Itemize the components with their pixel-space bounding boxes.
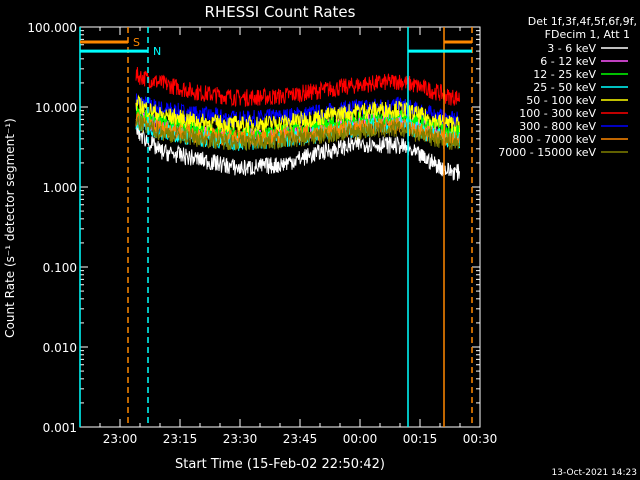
legend-entry-label-7: 800 - 7000 keV [512,133,596,146]
y-tick-label: 0.001 [43,421,77,435]
x-tick-label: 23:15 [163,432,198,446]
y-tick-label: 0.010 [43,341,77,355]
x-axis-label: Start Time (15-Feb-02 22:50:42) [175,457,385,472]
plot-area: 0.001 0.010 0.100 1.000 10.000 100.000 23:00 23… [27,21,497,446]
timestamp: 13-Oct-2021 14:23 [552,468,637,478]
legend-header-line-1: Det 1f,3f,4f,5f,6f,9f, [528,15,637,28]
series-line-7 [135,111,460,149]
series-line-0 [135,124,460,181]
y-axis-label: Count Rate (s⁻¹ detector segment⁻¹) [3,118,17,338]
y-tick-label: 0.100 [43,261,77,275]
x-tick-label: 00:15 [403,432,438,446]
legend-entry-label-2: 12 - 25 keV [533,68,596,81]
y-tick-label: 10.000 [35,101,77,115]
x-tick-label: 00:00 [343,432,378,446]
x-tick-label: 23:30 [223,432,258,446]
chart-title: RHESSI Count Rates [205,3,356,21]
legend-entry-label-0: 3 - 6 keV [547,42,596,55]
legend-entry-label-1: 6 - 12 keV [540,55,596,68]
y-tick-label: 1.000 [43,181,77,195]
legend-header-line-2: FDecim 1, Att 1 [545,28,630,41]
series-line-5 [135,66,460,108]
y-tick-label: 100.000 [27,21,77,35]
state-bar-label-1: N [153,45,161,58]
legend: Det 1f,3f,4f,5f,6f,9f, FDecim 1, Att 1 3… [498,15,637,159]
legend-entry-label-4: 50 - 100 keV [526,94,596,107]
legend-entry-label-5: 100 - 300 keV [519,107,596,120]
legend-entry-label-6: 300 - 800 keV [519,120,596,133]
x-tick-label: 23:00 [103,432,138,446]
series-line-8 [135,115,460,151]
x-tick-label: 00:30 [463,432,498,446]
legend-entry-label-8: 7000 - 15000 keV [498,146,596,159]
state-bar-label-0: S [133,36,140,49]
x-tick-label: 23:45 [283,432,318,446]
series-line-4 [135,94,460,134]
legend-entry-label-3: 25 - 50 keV [533,81,596,94]
